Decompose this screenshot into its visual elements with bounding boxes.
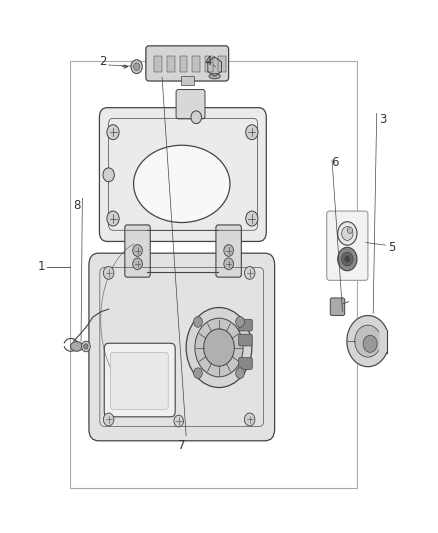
Bar <box>192 56 200 72</box>
Circle shape <box>342 227 353 240</box>
Ellipse shape <box>71 342 83 351</box>
Circle shape <box>236 368 244 378</box>
Text: 8: 8 <box>73 199 80 212</box>
Polygon shape <box>355 325 378 357</box>
Bar <box>70 61 357 488</box>
Text: 4: 4 <box>204 55 212 68</box>
Circle shape <box>236 317 244 327</box>
Bar <box>205 56 213 72</box>
FancyBboxPatch shape <box>104 343 175 417</box>
Circle shape <box>246 211 258 226</box>
Circle shape <box>342 252 353 266</box>
Circle shape <box>194 368 202 378</box>
Circle shape <box>338 222 357 245</box>
FancyBboxPatch shape <box>110 352 168 409</box>
Polygon shape <box>347 316 387 367</box>
Circle shape <box>363 335 377 352</box>
FancyBboxPatch shape <box>239 358 252 369</box>
FancyBboxPatch shape <box>330 298 345 316</box>
FancyBboxPatch shape <box>146 46 229 81</box>
Text: 3: 3 <box>380 114 387 126</box>
Text: 6: 6 <box>331 156 339 169</box>
FancyBboxPatch shape <box>239 319 252 331</box>
FancyBboxPatch shape <box>89 253 275 441</box>
FancyBboxPatch shape <box>99 108 266 241</box>
Ellipse shape <box>209 74 220 79</box>
Text: 2: 2 <box>99 55 107 68</box>
FancyBboxPatch shape <box>239 334 252 346</box>
Bar <box>154 56 162 72</box>
Circle shape <box>107 125 119 140</box>
Circle shape <box>134 63 140 70</box>
Bar <box>218 56 226 72</box>
Circle shape <box>133 245 142 256</box>
Circle shape <box>103 168 114 182</box>
Circle shape <box>131 60 142 74</box>
FancyBboxPatch shape <box>125 225 150 277</box>
Circle shape <box>224 258 233 270</box>
Circle shape <box>194 317 202 327</box>
Circle shape <box>107 211 119 226</box>
Text: 5: 5 <box>389 241 396 254</box>
Circle shape <box>191 111 201 124</box>
Circle shape <box>204 329 234 366</box>
Circle shape <box>338 247 357 271</box>
Circle shape <box>244 266 255 279</box>
Circle shape <box>103 266 114 279</box>
Circle shape <box>186 308 252 387</box>
FancyBboxPatch shape <box>327 211 368 280</box>
Text: 1: 1 <box>38 260 46 273</box>
Circle shape <box>246 125 258 140</box>
Circle shape <box>174 415 184 427</box>
Circle shape <box>347 227 353 233</box>
Text: 7: 7 <box>178 439 186 451</box>
Circle shape <box>103 413 114 426</box>
Circle shape <box>81 341 90 352</box>
Circle shape <box>133 258 142 270</box>
Polygon shape <box>208 57 222 76</box>
FancyBboxPatch shape <box>216 225 241 277</box>
Bar <box>180 76 194 85</box>
Circle shape <box>244 413 255 426</box>
Circle shape <box>195 318 243 377</box>
Circle shape <box>345 256 350 262</box>
Bar <box>180 56 187 72</box>
Circle shape <box>224 245 233 256</box>
FancyBboxPatch shape <box>176 90 205 119</box>
Bar <box>167 56 175 72</box>
Ellipse shape <box>134 145 230 223</box>
Circle shape <box>84 344 88 349</box>
